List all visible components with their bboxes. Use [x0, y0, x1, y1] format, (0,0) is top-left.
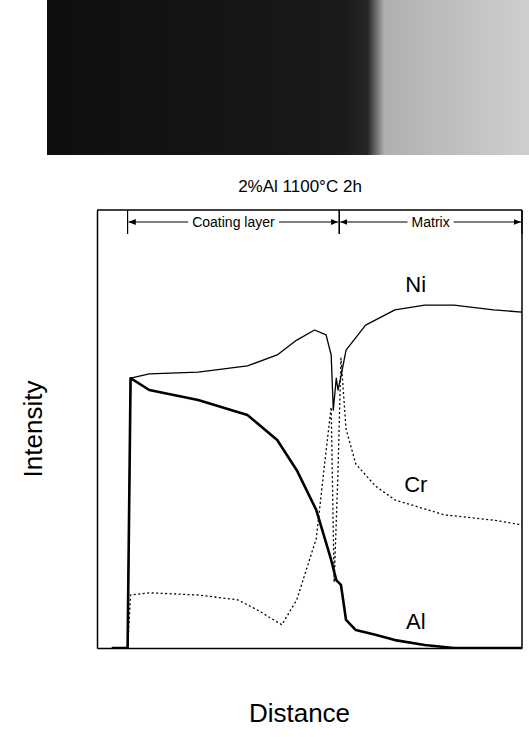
- figure: 2%Al 1100°C 2h Intensity Distance Ni Cr Al Coa…: [0, 0, 529, 737]
- y-axis: [97, 211, 98, 649]
- title: 2%Al 1100°C 2h: [238, 177, 362, 196]
- series-label: Ni: [405, 272, 426, 297]
- series-label: Al: [406, 609, 426, 634]
- x-axis: [98, 648, 523, 649]
- lines: [112, 305, 522, 648]
- bracket-arrow: [279, 221, 338, 222]
- bracket-arrow: [340, 221, 407, 222]
- bracket-end: [521, 210, 522, 234]
- y-axis-title: Intensity: [18, 381, 48, 478]
- micrograph: [47, 0, 529, 155]
- frame-top: [97, 209, 522, 211]
- bracket-end: [339, 210, 340, 234]
- region-label: Matrix: [412, 214, 450, 230]
- line-al: [112, 378, 522, 648]
- region-label: Coating layer: [192, 214, 275, 230]
- bracket-arrow: [129, 221, 189, 222]
- axis-line: [97, 211, 99, 649]
- series-label: Cr: [404, 472, 427, 497]
- bracket-arrow: [454, 221, 521, 222]
- bracket-end: [127, 210, 128, 234]
- line-ni: [112, 305, 522, 648]
- bracket-end: [339, 210, 340, 234]
- frame-right: [521, 210, 523, 648]
- x-axis-title: Distance: [249, 698, 350, 728]
- line-cr: [112, 358, 522, 648]
- annotations: Coating layer Matrix: [128, 210, 522, 234]
- series-labels: Ni Cr Al: [404, 272, 427, 634]
